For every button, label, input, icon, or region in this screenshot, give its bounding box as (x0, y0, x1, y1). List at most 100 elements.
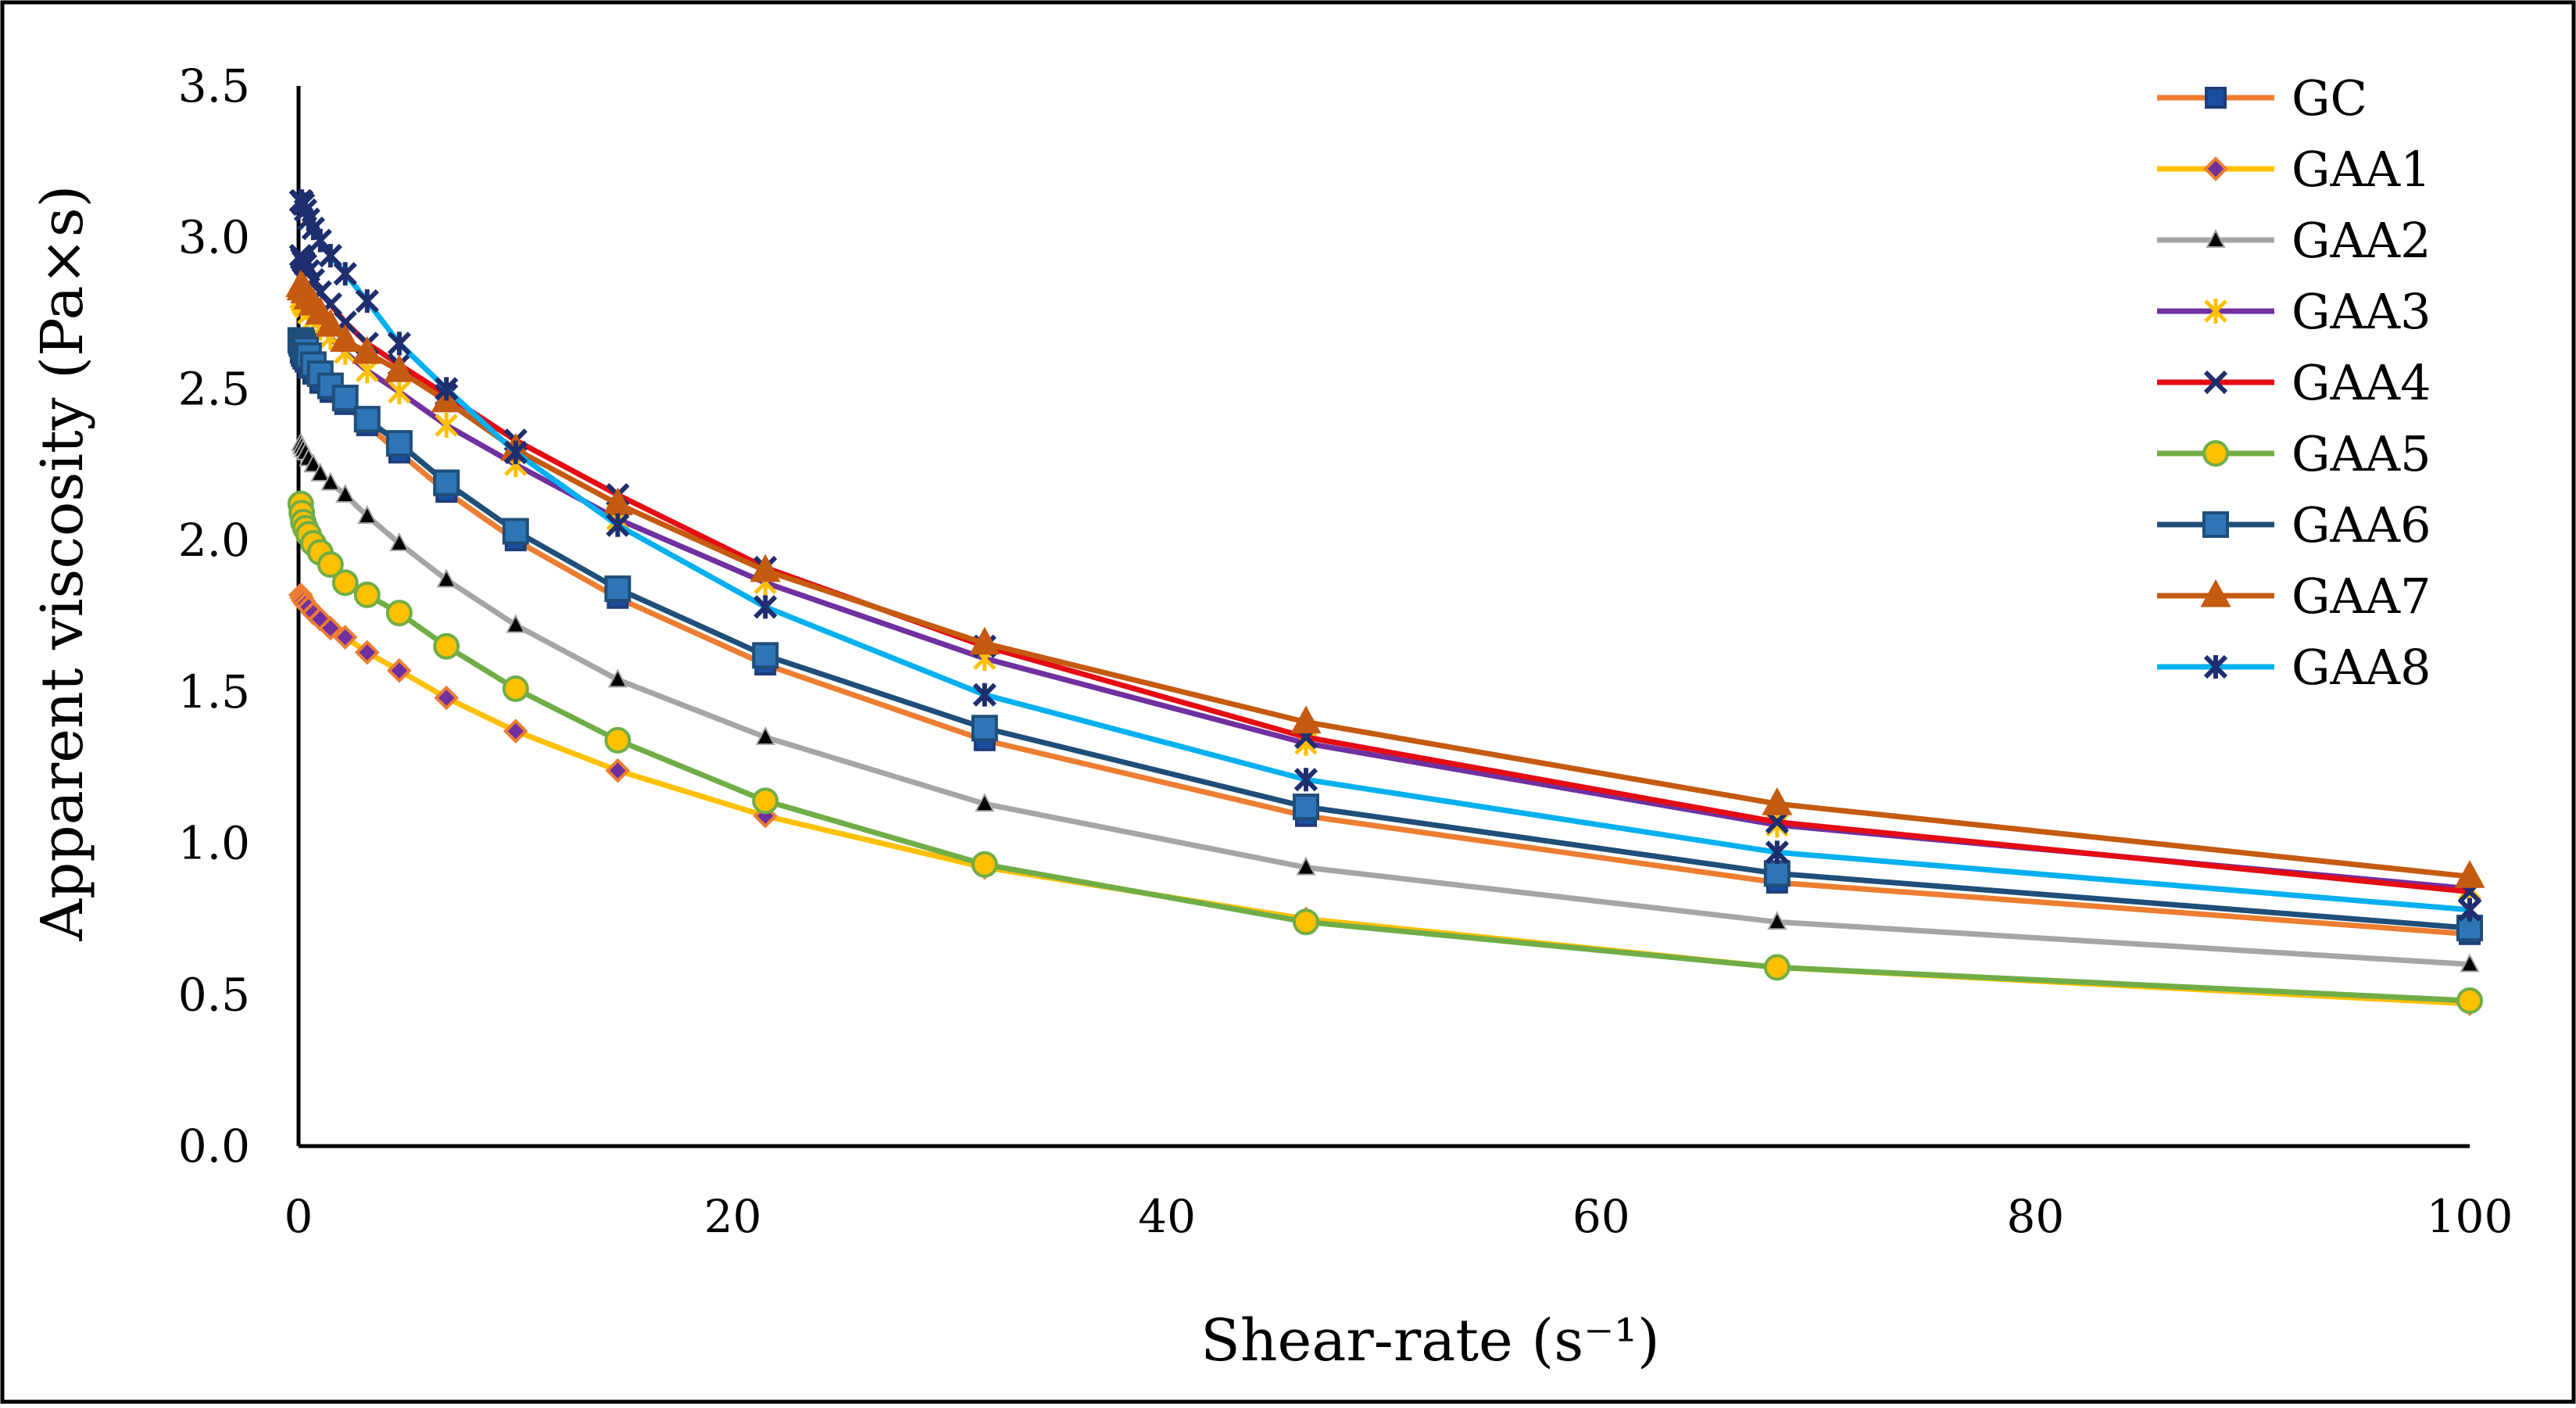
y-axis-title: Apparent viscosity (Pa×s) (29, 185, 96, 942)
data-point (387, 331, 412, 356)
series-gaa5 (287, 490, 2483, 1015)
data-point (320, 471, 341, 491)
data-point (354, 640, 380, 665)
data-point (753, 595, 778, 619)
data-point (352, 335, 383, 364)
data-point (2456, 987, 2483, 1015)
data-point (303, 453, 324, 473)
x-axis-title: Shear-rate (s⁻¹) (1200, 1307, 1660, 1374)
y-tick-label: 0.5 (178, 968, 250, 1021)
legend-marker (2203, 370, 2228, 395)
legend-label: GC (2292, 70, 2367, 127)
data-point (1293, 768, 1318, 792)
data-point (604, 726, 631, 754)
data-point (385, 430, 413, 457)
plot-area: 0.0 0.5 1.0 1.5 2.0 2.5 3.0 3.5 0 20 40 60 80 100 GC GA… (178, 59, 2513, 1243)
x-tick-label: 60 (1572, 1190, 1630, 1243)
legend-marker (2202, 440, 2229, 467)
legend-item: GAA4 (2157, 354, 2431, 411)
x-tick-label: 100 (2427, 1190, 2513, 1243)
data-point (435, 377, 459, 401)
data-point (1296, 856, 1316, 876)
data-point (1767, 911, 1787, 930)
x-tick-label: 0 (284, 1190, 313, 1243)
data-point (318, 615, 343, 641)
data-point (353, 406, 381, 433)
data-point (434, 685, 460, 711)
data-point (385, 600, 413, 627)
legend-label: GAA5 (2292, 425, 2431, 482)
legend-item: GC (2157, 70, 2367, 127)
x-tick-label: 80 (2006, 1190, 2064, 1243)
legend-label: GAA2 (2292, 212, 2431, 269)
data-point (971, 715, 998, 742)
data-point (310, 462, 331, 482)
y-tick-label: 3.5 (178, 59, 250, 113)
data-point (387, 657, 412, 683)
data-point (975, 793, 995, 812)
data-point (317, 551, 344, 579)
data-point (750, 554, 781, 582)
legend-item: GAA7 (2157, 568, 2431, 625)
data-point (332, 625, 358, 650)
y-tick-label: 2.0 (178, 514, 250, 567)
data-point (972, 683, 996, 707)
y-tick-label: 1.0 (178, 817, 250, 870)
data-point (331, 385, 359, 412)
data-point (604, 575, 631, 603)
y-tick-label: 2.5 (178, 362, 250, 415)
legend-item: GAA2 (2157, 212, 2431, 269)
data-point (436, 568, 456, 588)
data-point (503, 718, 528, 744)
legend-label: GAA8 (2292, 639, 2431, 696)
data-point (433, 632, 460, 660)
x-tick-label: 20 (704, 1190, 762, 1243)
data-point (331, 569, 359, 597)
legend-item: GAA3 (2157, 283, 2431, 340)
data-point (607, 668, 628, 688)
data-point (606, 513, 630, 537)
data-point (752, 787, 779, 815)
data-point (355, 288, 379, 313)
data-point (605, 758, 631, 783)
legend-marker (2205, 87, 2227, 109)
data-point (315, 308, 346, 337)
data-point (384, 354, 415, 382)
data-point (357, 504, 377, 525)
legend-label: GAA3 (2292, 283, 2431, 340)
legend-marker (2202, 511, 2229, 538)
data-point (433, 469, 460, 496)
data-point (335, 483, 356, 503)
legend-marker (2206, 228, 2226, 248)
y-tick-label: 3.0 (178, 211, 250, 264)
data-point (1763, 954, 1791, 981)
legend-label: GAA6 (2292, 496, 2431, 554)
series-gaa2 (291, 432, 2480, 973)
legend-item: GAA5 (2157, 425, 2431, 482)
data-point (506, 614, 526, 633)
legend-marker (2204, 299, 2227, 324)
data-point (755, 725, 775, 745)
legend-label: GAA1 (2292, 141, 2431, 198)
data-point (971, 851, 998, 878)
data-point (333, 262, 357, 286)
data-point (1765, 840, 1789, 865)
data-point (388, 379, 411, 405)
data-point (1765, 810, 1789, 834)
data-point (2454, 860, 2485, 888)
x-tick-label: 40 (1138, 1190, 1196, 1243)
legend-item: GAA1 (2157, 141, 2431, 198)
legend: GC GAA1 GAA2 GAA3 GAA4 GAA5 GAA6 GAA7 GAA8 (2157, 70, 2431, 696)
data-point (1762, 787, 1793, 815)
legend-label: GAA7 (2292, 568, 2431, 625)
data-point (330, 324, 361, 352)
data-point (2460, 953, 2480, 973)
y-tick-label: 1.5 (178, 665, 250, 718)
data-point (969, 626, 1000, 655)
data-point (1290, 705, 1322, 734)
data-point (318, 243, 342, 268)
legend-item: GAA6 (2157, 496, 2431, 554)
